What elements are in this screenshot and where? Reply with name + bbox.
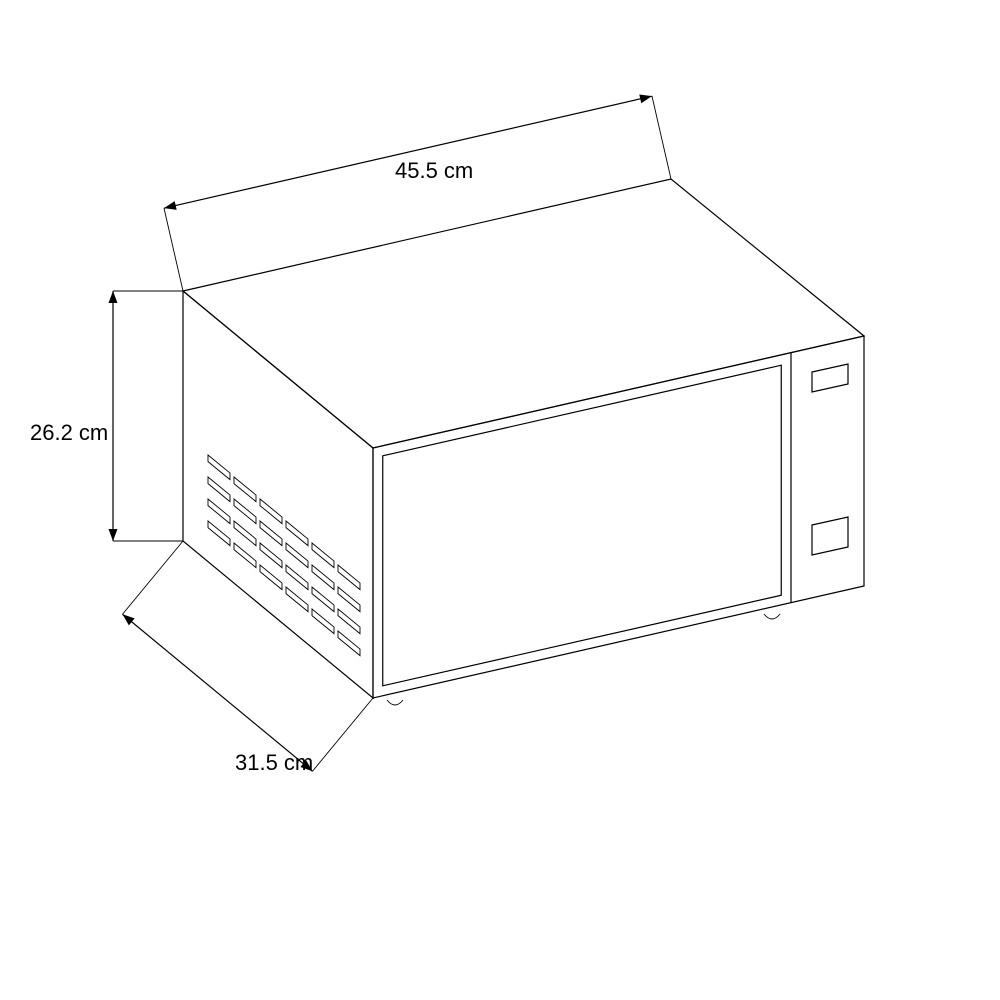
dimension-width [164, 96, 671, 291]
foot [387, 700, 403, 705]
door-outline [383, 365, 781, 686]
dimension-height [113, 291, 183, 541]
foot [764, 614, 780, 619]
display-rect [812, 364, 848, 392]
open-button-rect [812, 517, 848, 555]
dimension-height-label: 26.2 cm [30, 420, 108, 445]
dimension-width-label: 45.5 cm [395, 158, 473, 183]
dimension-depth [122, 541, 373, 771]
side-vents [208, 455, 360, 656]
dimension-depth-label: 31.5 cm [235, 750, 313, 775]
